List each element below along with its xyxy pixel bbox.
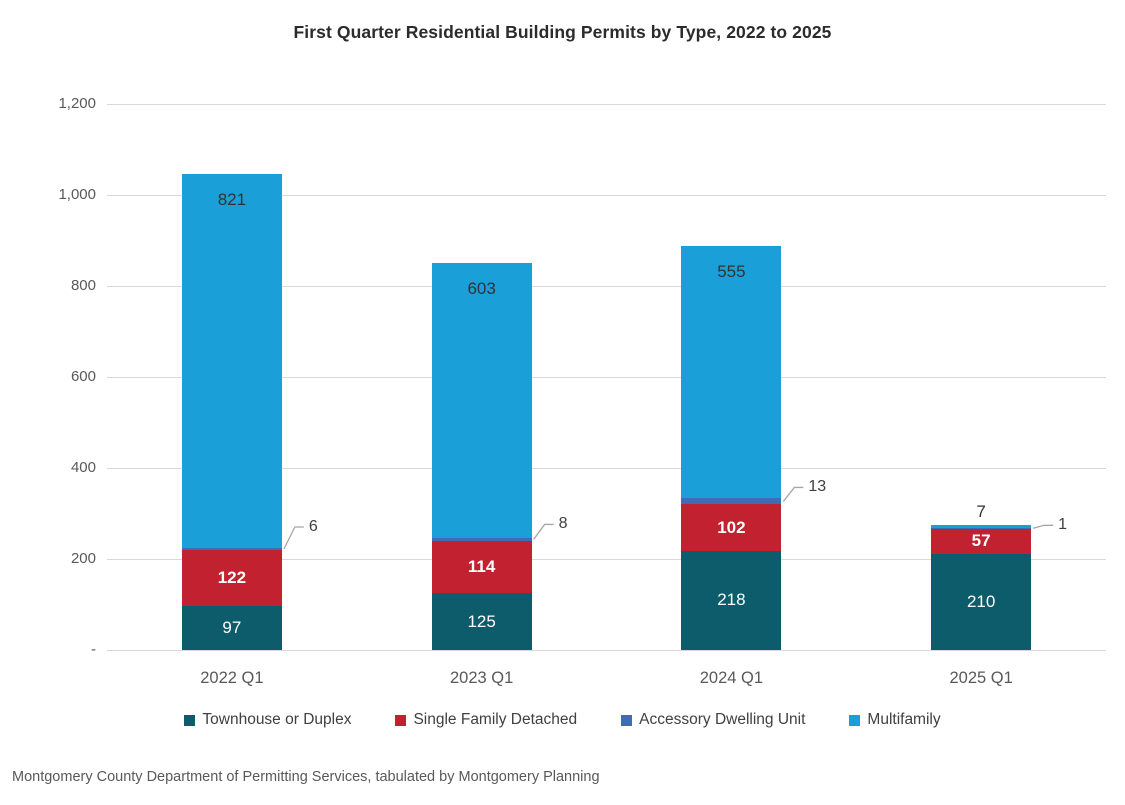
callout-line xyxy=(283,526,304,550)
segment-value-label: 97 xyxy=(222,617,242,637)
y-axis-tick-label: 200 xyxy=(70,550,96,567)
legend-swatch-icon xyxy=(621,714,633,726)
bar-segment-2022-q1-multifamily[interactable] xyxy=(181,174,282,548)
y-axis-tick-label: - xyxy=(91,641,96,658)
bar-segment-2025-q1-multifamily[interactable] xyxy=(931,524,1032,529)
bar-segment-2023-q1-townhouse-or-duplex[interactable] xyxy=(431,593,532,650)
segment-value-label: 102 xyxy=(717,517,746,537)
gridline xyxy=(107,103,1106,105)
bar-segment-2024-q1-townhouse-or-duplex[interactable] xyxy=(681,550,782,650)
gridline xyxy=(107,649,1106,651)
bar-segment-2022-q1-townhouse-or-duplex[interactable] xyxy=(181,605,282,650)
segment-value-label: 122 xyxy=(217,568,247,588)
gridline xyxy=(107,376,1106,378)
source-note: Montgomery County Department of Permitti… xyxy=(12,769,600,785)
legend-item-label: Single Family Detached xyxy=(413,711,578,728)
bar-segment-2022-q1-accessory-dwelling-unit[interactable] xyxy=(181,547,282,551)
legend-item-accessory-dwelling-unit[interactable]: Accessory Dwelling Unit xyxy=(621,711,805,729)
legend: Townhouse or Duplex Single Family Detache… xyxy=(0,711,1125,729)
x-axis-tick-label: 2022 Q1 xyxy=(200,669,264,687)
bar-segment-2024-q1-multifamily[interactable] xyxy=(681,245,782,499)
segment-value-label: 603 xyxy=(467,279,496,299)
bar-segment-2025-q1-townhouse-or-duplex[interactable] xyxy=(931,554,1032,650)
bar-segment-2022-q1-single-family-detached[interactable] xyxy=(181,550,282,606)
y-axis-tick-label: 1,200 xyxy=(58,95,96,112)
callout-value-label: 13 xyxy=(808,478,827,496)
bar-segment-2023-q1-multifamily[interactable] xyxy=(431,263,532,538)
callout-value-label: 8 xyxy=(558,515,568,533)
legend-item-label: Townhouse or Duplex xyxy=(202,711,352,728)
callout-line xyxy=(533,523,554,540)
legend-swatch-icon xyxy=(395,714,407,726)
segment-value-label: 7 xyxy=(976,501,986,521)
callout-value-label: 1 xyxy=(1058,516,1068,534)
bar-segment-2023-q1-single-family-detached[interactable] xyxy=(431,541,532,594)
x-axis-tick-label: 2024 Q1 xyxy=(699,669,764,687)
legend-item-townhouse-or-duplex[interactable]: Townhouse or Duplex xyxy=(184,711,351,729)
legend-swatch-icon xyxy=(849,714,861,726)
segment-value-label: 821 xyxy=(217,190,247,210)
segment-value-label: 125 xyxy=(467,611,496,631)
y-axis-tick-label: 800 xyxy=(70,277,96,294)
callout-value-label: 6 xyxy=(308,517,318,535)
chart-title: First Quarter Residential Building Permi… xyxy=(293,22,832,42)
callout-line xyxy=(782,486,804,502)
segment-value-label: 218 xyxy=(717,590,746,610)
bar-segment-2025-q1-single-family-detached[interactable] xyxy=(931,528,1032,555)
gridline xyxy=(107,558,1106,560)
legend-item-single-family-detached[interactable]: Single Family Detached xyxy=(395,711,577,729)
y-axis-tick-label: 400 xyxy=(70,459,96,476)
bar-segment-2023-q1-accessory-dwelling-unit[interactable] xyxy=(431,537,532,542)
gridline xyxy=(107,194,1106,196)
callout-line xyxy=(1032,524,1054,529)
segment-value-label: 210 xyxy=(966,592,996,612)
y-axis-tick-label: 600 xyxy=(70,368,96,385)
bar-segment-2024-q1-accessory-dwelling-unit[interactable] xyxy=(681,498,782,505)
y-axis-tick-label: 1,000 xyxy=(58,186,96,203)
segment-value-label: 57 xyxy=(971,531,991,551)
bar-segment-2024-q1-single-family-detached[interactable] xyxy=(681,504,782,551)
x-axis-tick-label: 2023 Q1 xyxy=(449,669,514,687)
legend-item-multifamily[interactable]: Multifamily xyxy=(849,711,941,729)
segment-value-label: 114 xyxy=(467,557,496,577)
gridline xyxy=(107,467,1106,469)
legend-swatch-icon xyxy=(184,714,196,726)
legend-item-label: Accessory Dwelling Unit xyxy=(639,711,806,728)
segment-value-label: 555 xyxy=(717,261,746,281)
legend-item-label: Multifamily xyxy=(867,711,941,728)
gridline xyxy=(107,285,1106,287)
x-axis-tick-label: 2025 Q1 xyxy=(949,669,1013,687)
